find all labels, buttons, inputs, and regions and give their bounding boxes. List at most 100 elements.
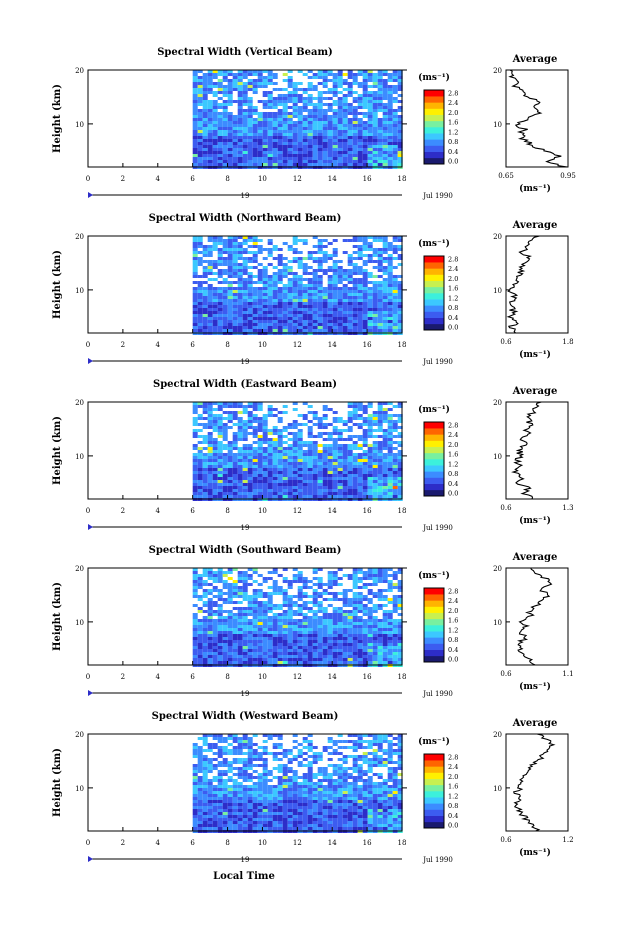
heatmap-cell — [207, 613, 213, 616]
heatmap-cell — [192, 100, 198, 103]
heatmap-cell — [297, 326, 303, 329]
heatmap-cell — [312, 142, 318, 145]
heatmap-cell — [357, 296, 363, 299]
heatmap-cell — [272, 308, 278, 311]
heatmap-cell — [262, 492, 268, 495]
heatmap-cell — [197, 157, 203, 160]
heatmap-cell — [387, 444, 393, 447]
heatmap-cell — [397, 281, 403, 284]
heatmap-cell — [217, 459, 223, 462]
heatmap-cell — [352, 302, 358, 305]
heatmap-cell — [312, 601, 318, 604]
heatmap-cell — [242, 124, 248, 127]
heatmap-cell — [342, 97, 348, 100]
heatmap-cell — [317, 486, 323, 489]
heatmap-cell — [242, 405, 248, 408]
heatmap-cell — [357, 604, 363, 607]
heatmap-cell — [307, 278, 313, 281]
heatmap-cell — [287, 423, 293, 426]
heatmap-cell — [277, 323, 283, 326]
heatmap-cell — [252, 275, 258, 278]
heatmap-cell — [207, 127, 213, 130]
heatmap-cell — [197, 462, 203, 465]
heatmap-cell — [227, 402, 233, 405]
heatmap-cell — [372, 112, 378, 115]
heatmap-cell — [337, 474, 343, 477]
heatmap-cell — [237, 154, 243, 157]
heatmap-cell — [362, 610, 368, 613]
heatmap-cell — [387, 91, 393, 94]
heatmap-cell — [192, 299, 198, 302]
heatmap-cell — [197, 800, 203, 803]
heatmap-cell — [227, 82, 233, 85]
heatmap-cell — [322, 661, 328, 664]
heatmap-cell — [202, 438, 208, 441]
heatmap-cell — [332, 251, 338, 254]
heatmap-cell — [252, 631, 258, 634]
heatmap-cell — [247, 275, 253, 278]
heatmap-cell — [307, 145, 313, 148]
heatmap-cell — [327, 326, 333, 329]
heatmap-cell — [322, 438, 328, 441]
heatmap-cell — [272, 323, 278, 326]
heatmap-cell — [307, 121, 313, 124]
heatmap-cell — [247, 402, 253, 405]
heatmap-cell — [302, 100, 308, 103]
colorbar-segment — [424, 465, 444, 472]
heatmap-cell — [322, 447, 328, 450]
heatmap-cell — [277, 607, 283, 610]
heatmap-cell — [247, 293, 253, 296]
heatmap-cell — [332, 450, 338, 453]
heatmap-cell — [202, 245, 208, 248]
heatmap-cell — [297, 311, 303, 314]
heatmap-cell — [327, 284, 333, 287]
heatmap-cell — [352, 317, 358, 320]
heatmap-cell — [297, 314, 303, 317]
heatmap-cell — [327, 465, 333, 468]
heatmap-cell — [277, 411, 283, 414]
heatmap-cell — [232, 453, 238, 456]
heatmap-cell — [277, 145, 283, 148]
heatmap-cell — [357, 317, 363, 320]
heatmap-cell — [312, 317, 318, 320]
heatmap-cell — [257, 429, 263, 432]
heatmap-cell — [362, 311, 368, 314]
heatmap-cell — [237, 109, 243, 112]
heatmap-cell — [217, 649, 223, 652]
heatmap-cell — [302, 471, 308, 474]
heatmap-cell — [372, 652, 378, 655]
heatmap-cell — [387, 423, 393, 426]
x-tick-label: 12 — [293, 673, 302, 681]
heatmap-cell — [282, 601, 288, 604]
heatmap-cell — [312, 625, 318, 628]
heatmap-cell — [257, 631, 263, 634]
heatmap-cell — [392, 76, 398, 79]
heatmap-cell — [387, 414, 393, 417]
heatmap-cell — [212, 278, 218, 281]
heatmap-cell — [252, 157, 258, 160]
heatmap-cell — [192, 405, 198, 408]
heatmap-cell — [277, 302, 283, 305]
heatmap-cell — [212, 453, 218, 456]
heatmap-cell — [287, 163, 293, 166]
heatmap-cell — [272, 441, 278, 444]
heatmap-cell — [352, 571, 358, 574]
heatmap-cell — [262, 103, 268, 106]
heatmap-cell — [247, 480, 253, 483]
heatmap-cell — [382, 287, 388, 290]
heatmap-cell — [387, 121, 393, 124]
heatmap-cell — [192, 649, 198, 652]
heatmap-cell — [392, 245, 398, 248]
heatmap-cell — [372, 236, 378, 239]
heatmap-cell — [387, 477, 393, 480]
heatmap-cell — [327, 580, 333, 583]
heatmap-cell — [237, 79, 243, 82]
heatmap-cell — [342, 323, 348, 326]
heatmap-cell — [212, 239, 218, 242]
heatmap-cell — [247, 311, 253, 314]
heatmap-cell — [372, 604, 378, 607]
heatmap-cell — [237, 145, 243, 148]
heatmap-cell — [262, 145, 268, 148]
heatmap-cell — [347, 429, 353, 432]
heatmap-cell — [252, 296, 258, 299]
